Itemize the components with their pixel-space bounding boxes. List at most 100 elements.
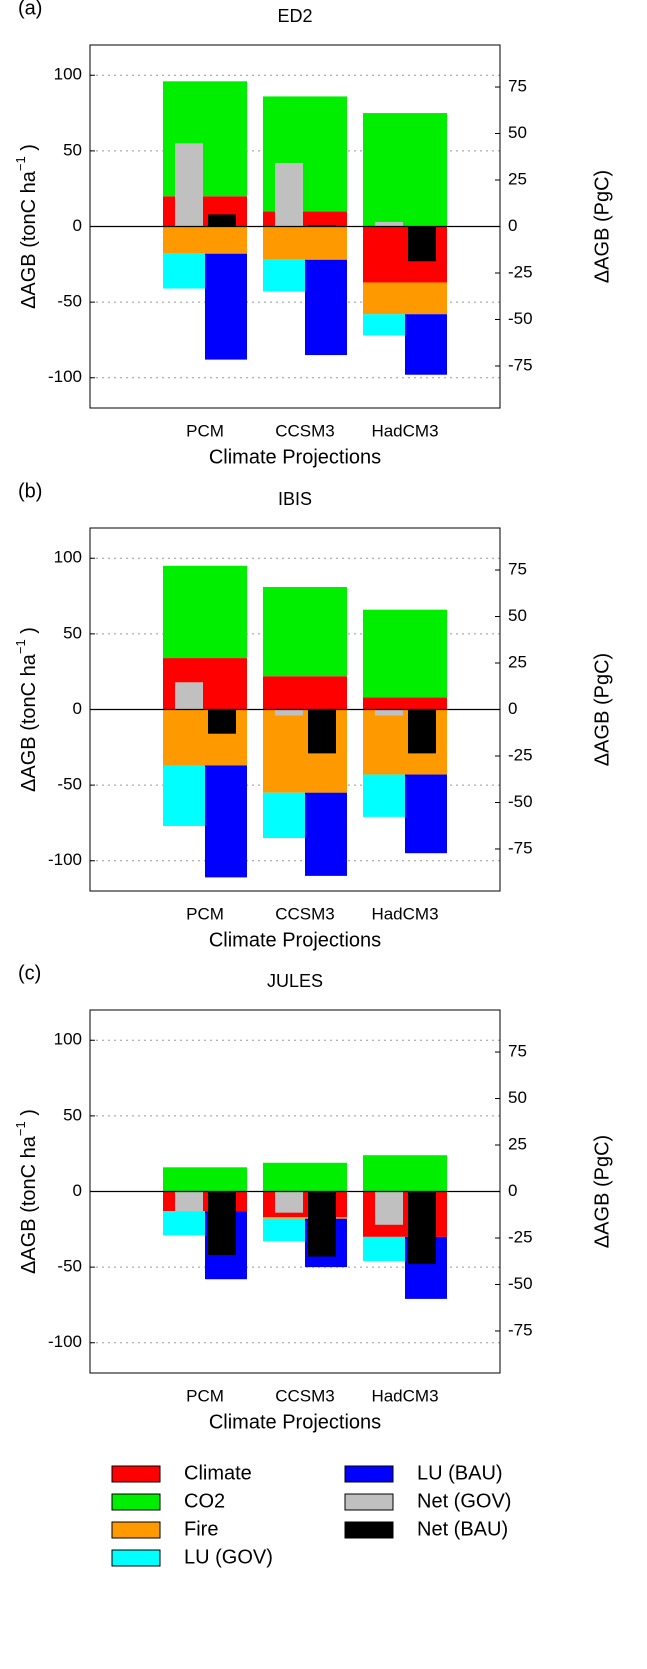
y-axis-title-suffix: ): [18, 1109, 40, 1121]
x-tick-label: PCM: [186, 904, 224, 923]
bar-segment: [263, 259, 305, 292]
y2-tick-label: 75: [508, 77, 527, 96]
y2-tick-label: 75: [508, 1042, 527, 1061]
y2-tick-label: -50: [508, 792, 533, 811]
x-tick-label: CCSM3: [275, 1386, 335, 1405]
bar-segment: [363, 609, 447, 698]
y-tick-label: 100: [54, 1030, 82, 1049]
y-tick-label: -100: [48, 850, 82, 869]
legend-label: Net (BAU): [417, 1518, 508, 1540]
y2-tick-label: 25: [508, 652, 527, 671]
bar-segment: [208, 709, 236, 734]
y2-tick-label: -75: [508, 355, 533, 374]
y-tick-label: 0: [73, 216, 82, 235]
bar-segment: [175, 682, 203, 710]
legend-swatch: [344, 1521, 394, 1539]
y2-axis-title: ΔAGB (PgC): [591, 653, 613, 766]
y-tick-label: 100: [54, 65, 82, 84]
y-axis-title-text: ΔAGB (tonC ha: [18, 1135, 40, 1274]
x-tick-label: CCSM3: [275, 421, 335, 440]
panel-label: (b): [18, 480, 42, 502]
y2-tick-label: -25: [508, 745, 533, 764]
bar-segment: [275, 1191, 303, 1213]
y2-tick-label: -25: [508, 1227, 533, 1246]
bar-segment: [163, 1211, 205, 1236]
legend-label: Net (GOV): [417, 1490, 511, 1512]
bar-segment: [263, 792, 305, 839]
y-tick-label: 50: [63, 623, 82, 642]
bar-segment: [205, 765, 247, 878]
legend-swatch: [111, 1521, 161, 1539]
bar-segment: [163, 253, 205, 289]
bar-segment: [263, 676, 347, 710]
legend-swatch: [111, 1493, 161, 1511]
y2-tick-label: -50: [508, 309, 533, 328]
y2-tick-label: -50: [508, 1274, 533, 1293]
bar-segment: [263, 1217, 347, 1219]
panel-label: (c): [18, 962, 41, 984]
legend-label: CO2: [184, 1490, 225, 1512]
bar-segment: [163, 765, 205, 826]
bar-segment: [363, 1236, 405, 1262]
y2-tick-label: 0: [508, 216, 517, 235]
y-axis-title: ΔAGB (tonC ha−1 ): [13, 1109, 40, 1274]
legend-swatch: [344, 1465, 394, 1483]
x-tick-label: CCSM3: [275, 904, 335, 923]
panel-title: ED2: [277, 6, 312, 26]
bar-segment: [363, 774, 405, 817]
bar-segment: [263, 586, 347, 677]
y-tick-label: 0: [73, 1181, 82, 1200]
x-tick-label: HadCM3: [371, 904, 438, 923]
bar-segment: [305, 259, 347, 356]
bar-segment: [408, 709, 436, 754]
y-tick-label: -100: [48, 1332, 82, 1351]
bar-segment: [363, 282, 447, 315]
y-tick-label: 100: [54, 548, 82, 567]
bar-segment: [205, 253, 247, 360]
y-axis-title-sup: −1: [13, 1121, 28, 1136]
x-axis-title: Climate Projections: [209, 446, 381, 468]
y-axis-title: ΔAGB (tonC ha−1 ): [13, 627, 40, 792]
bar-segment: [305, 792, 347, 876]
bar-segment: [308, 1191, 336, 1257]
y-tick-label: -100: [48, 367, 82, 386]
y-axis-title-text: ΔAGB (tonC ha: [18, 170, 40, 309]
legend-swatch: [111, 1549, 161, 1567]
legend-swatch: [111, 1465, 161, 1483]
y-axis-title-suffix: ): [18, 627, 40, 639]
y2-tick-label: 25: [508, 169, 527, 188]
x-tick-label: HadCM3: [371, 1386, 438, 1405]
bar-segment: [263, 1162, 347, 1192]
panel-title: JULES: [267, 971, 323, 991]
bar-segment: [363, 1155, 447, 1192]
x-axis-title: Climate Projections: [209, 929, 381, 951]
bar-segment: [375, 221, 403, 227]
y-axis-title: ΔAGB (tonC ha−1 ): [13, 144, 40, 309]
legend-label: LU (BAU): [417, 1462, 503, 1484]
bar-segment: [308, 709, 336, 754]
y-tick-label: -50: [57, 775, 82, 794]
y-tick-label: 50: [63, 1105, 82, 1124]
y2-tick-label: 50: [508, 606, 527, 625]
y-tick-label: -50: [57, 292, 82, 311]
bar-segment: [263, 1218, 305, 1242]
x-tick-label: PCM: [186, 1386, 224, 1405]
bar-segment: [175, 143, 203, 227]
plot-frame: [89, 1009, 501, 1374]
y2-tick-label: 50: [508, 123, 527, 142]
x-tick-label: HadCM3: [371, 421, 438, 440]
bar-segment: [363, 697, 447, 710]
bar-segment: [308, 224, 336, 227]
bar-segment: [363, 113, 447, 227]
y2-tick-label: -25: [508, 262, 533, 281]
y2-tick-label: 0: [508, 699, 517, 718]
bar-segment: [405, 314, 447, 375]
panel-title: IBIS: [278, 489, 312, 509]
bar-segment: [363, 314, 405, 336]
y-axis-title-suffix: ): [18, 144, 40, 156]
y-axis-title-sup: −1: [13, 639, 28, 654]
plot-frame: [89, 527, 501, 892]
bar-segment: [405, 774, 447, 854]
